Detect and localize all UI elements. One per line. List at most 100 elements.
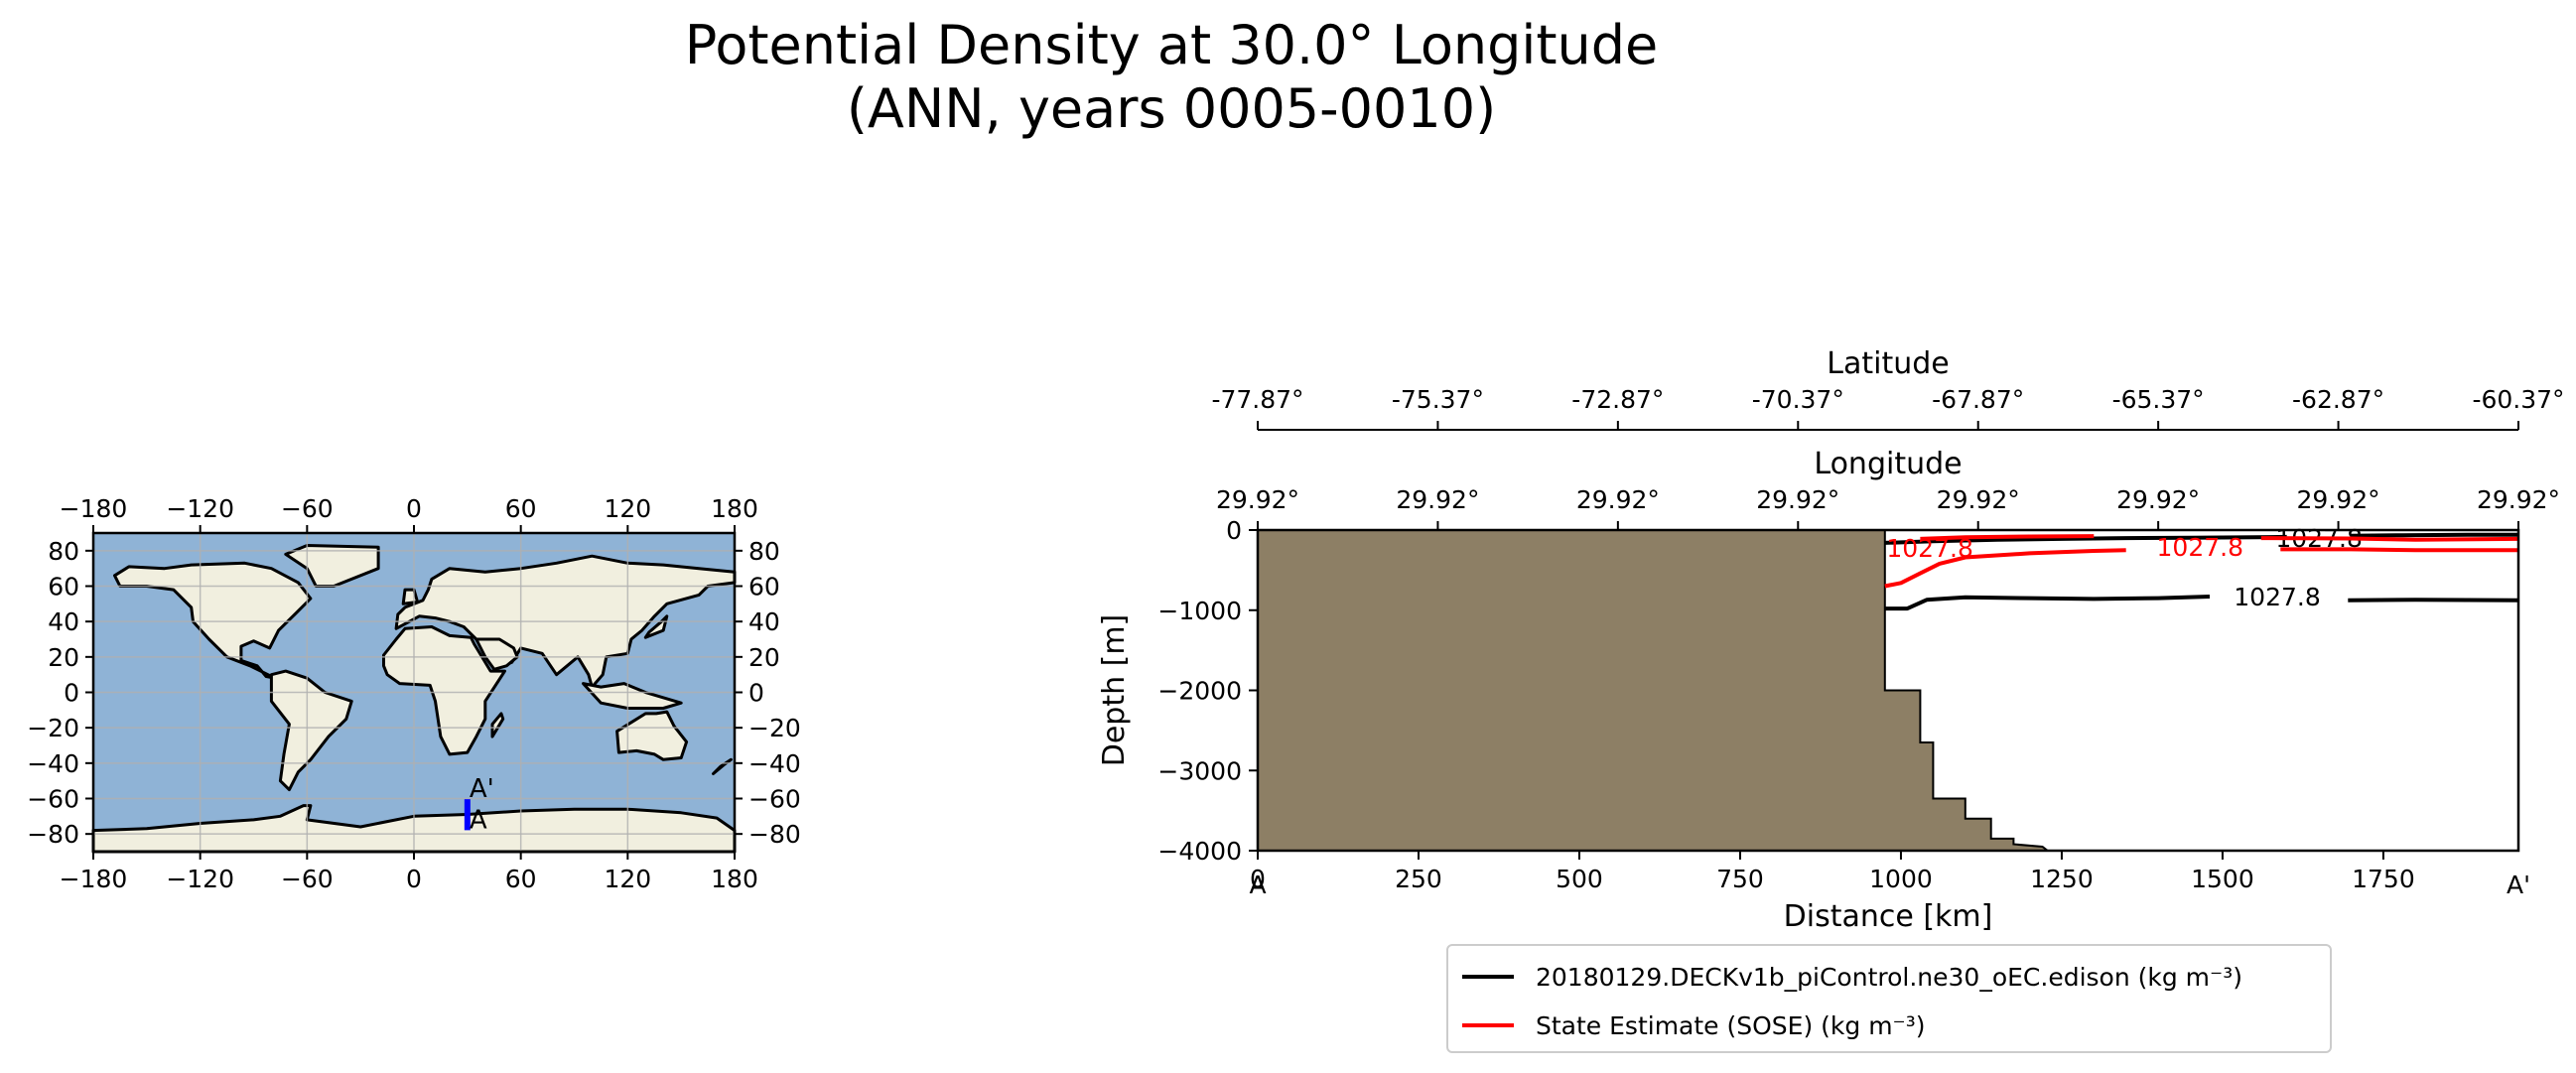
map-xtick-label-bottom: 120: [604, 865, 651, 893]
map-xtick-label-bottom: 60: [505, 865, 537, 893]
map-transect-start-label: A: [470, 805, 487, 835]
map-ytick-label-right: −20: [748, 714, 801, 742]
chart-xtick-label: 0: [1250, 865, 1266, 893]
chart-ytick-label: 0: [1226, 516, 1242, 545]
map-land-australia: [615, 710, 689, 761]
chart-top-axis-tick-label: -60.37°: [2472, 385, 2564, 414]
chart-xtick-label: 750: [1716, 865, 1764, 893]
legend-entry-observations: State Estimate (SOSE) (kg m⁻³): [1462, 1008, 1926, 1042]
map-ytick-label-right: 20: [748, 643, 780, 672]
chart-top-axis-title: Latitude: [1827, 346, 1949, 381]
map-xtick-label-top: 120: [604, 494, 651, 523]
map-land-greenland: [284, 544, 380, 588]
chart-top-axis-tick-label: 29.92°: [2297, 485, 2380, 514]
title-line-1: Potential Density at 30.0° Longitude: [684, 14, 1659, 76]
map-ytick-label-left: 0: [64, 679, 79, 708]
contour-line-series-1: [1920, 534, 2095, 541]
contour-label-series-0: 1027.8: [2234, 583, 2320, 611]
map-xtick-label-top: −180: [60, 494, 128, 523]
chart-ytick-label: −4000: [1157, 837, 1242, 866]
chart-top-axis-tick-label: -75.37°: [1392, 385, 1484, 414]
map-xtick-label-bottom: 0: [406, 865, 422, 893]
map-ytick-label-left: −80: [27, 820, 79, 849]
map-ytick-label-left: 80: [48, 537, 79, 566]
map-xtick-label-top: −120: [166, 494, 234, 523]
legend-swatch-model: [1462, 975, 1514, 979]
chart-top-axis-tick-label: -62.87°: [2292, 385, 2384, 414]
map-ytick-label-left: 20: [48, 643, 79, 672]
contour-label-series-1: 1027.8: [1886, 534, 1972, 563]
chart-ylabel: Depth [m]: [1097, 614, 1132, 767]
map-transect-end-label: A': [470, 774, 494, 804]
map-xtick-label-bottom: −60: [281, 865, 334, 893]
map-land-north-america: [113, 561, 313, 680]
contour-line-series-0: [2351, 532, 2518, 538]
map-ytick-label-right: −80: [748, 820, 801, 849]
chart-xtick-label: 250: [1395, 865, 1442, 893]
chart-top-axis-tick-label: -77.87°: [1211, 385, 1303, 414]
map-land-japan: [643, 614, 669, 639]
chart-top-axis-tick-label: -67.87°: [1932, 385, 2024, 414]
chart-top-axis-tick-label: 29.92°: [1216, 485, 1299, 514]
map-ytick-label-right: 80: [748, 537, 780, 566]
chart-top-axis-tick-label: 29.92°: [2116, 485, 2200, 514]
chart-top-axis-title: Longitude: [1814, 447, 1962, 481]
chart-top-axis-tick-label: -65.37°: [2112, 385, 2205, 414]
map-ytick-label-right: −40: [748, 749, 801, 778]
chart-ytick-label: −3000: [1157, 756, 1242, 785]
chart-top-axis-tick-label: -70.37°: [1752, 385, 1844, 414]
map-ytick-label-right: 40: [748, 607, 780, 636]
map-xtick-label-top: 60: [505, 494, 537, 523]
chart-xtick-label: 1250: [2030, 865, 2094, 893]
chart-top-axis-tick-label: 29.92°: [1396, 485, 1479, 514]
chart-xtick-label: 1500: [2191, 865, 2254, 893]
contour-line-series-1: [1884, 548, 2126, 589]
map-ytick-label-left: 60: [48, 573, 79, 602]
legend-entry-model: 20180129.DECKv1b_piControl.ne30_oEC.edis…: [1462, 960, 2242, 994]
legend-swatch-observations: [1462, 1023, 1514, 1027]
map-land-indonesia: [582, 682, 683, 710]
chart-xtick-label: 500: [1556, 865, 1603, 893]
map-xtick-label-top: −60: [281, 494, 334, 523]
chart-xtick-label: 1750: [2352, 865, 2415, 893]
chart-xlabel: Distance [km]: [1784, 899, 1993, 934]
chart-top-axis-tick-label: 29.92°: [2477, 485, 2560, 514]
map-xtick-label-top: 0: [406, 494, 422, 523]
chart-top-axis-tick-label: -72.87°: [1571, 385, 1664, 414]
map-ytick-label-left: −60: [27, 785, 79, 814]
chart-legend: 20180129.DECKv1b_piControl.ne30_oEC.edis…: [1446, 944, 2332, 1053]
contour-line-series-1: [2260, 536, 2519, 542]
map-ytick-label-right: −60: [748, 785, 801, 814]
legend-label-observations: State Estimate (SOSE) (kg m⁻³): [1536, 1010, 1926, 1040]
chart-xtick-label: 1000: [1869, 865, 1933, 893]
chart-top-axis-tick-label: 29.92°: [1756, 485, 1839, 514]
map-ytick-label-right: 60: [748, 573, 780, 602]
contour-label-series-1: 1027.8: [2157, 533, 2243, 562]
chart-ytick-label: −1000: [1157, 597, 1242, 625]
map-xtick-label-bottom: −180: [60, 865, 128, 893]
contour-line-series-0: [1884, 534, 2287, 545]
map-xtick-label-bottom: −120: [166, 865, 234, 893]
title-line-2: (ANN, years 0005-0010): [846, 77, 1497, 140]
chart-end-label: A': [2507, 871, 2530, 899]
contour-line-series-1: [2280, 547, 2518, 553]
chart-top-axis-tick-label: 29.92°: [1937, 485, 2020, 514]
legend-label-model: 20180129.DECKv1b_piControl.ne30_oEC.edis…: [1536, 962, 2242, 992]
chart-start-label: A: [1249, 871, 1266, 899]
map-land-arabia: [475, 637, 519, 671]
figure-title: Potential Density at 30.0° Longitude (AN…: [0, 14, 2343, 141]
chart-bathymetry: [1257, 529, 2051, 852]
map-land-new-zealand: [712, 757, 733, 775]
map-land-south-america: [269, 669, 353, 792]
map-ytick-label-left: −20: [27, 714, 79, 742]
map-ytick-label-left: 40: [48, 607, 79, 636]
map-ytick-label-left: −40: [27, 749, 79, 778]
contour-line-series-0: [1884, 595, 2211, 611]
map-xtick-label-bottom: 180: [711, 865, 758, 893]
map-ytick-label-right: 0: [748, 679, 764, 708]
chart-ytick-label: −2000: [1157, 677, 1242, 706]
map-xtick-label-top: 180: [711, 494, 758, 523]
chart-top-axis-tick-label: 29.92°: [1576, 485, 1660, 514]
